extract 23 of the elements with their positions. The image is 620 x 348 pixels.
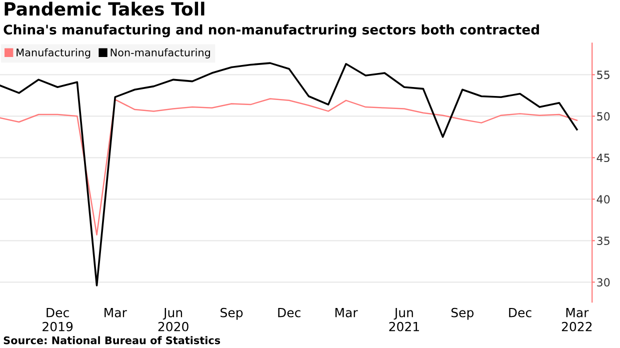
- x-tick-label: Mar 2022: [562, 308, 592, 332]
- y-tick-label: 30: [597, 278, 610, 287]
- x-tick-label: Dec: [278, 308, 300, 318]
- x-tick-label: Mar: [104, 308, 127, 318]
- legend-label: Non-manufacturing: [110, 48, 210, 58]
- x-tick-label: Jun 2021: [389, 308, 419, 332]
- x-tick-label: Sep: [220, 308, 243, 320]
- x-tick-label: Sep: [451, 308, 474, 320]
- chart-title: Pandemic Takes Toll: [4, 2, 204, 16]
- x-tick-label: Jun 2020: [158, 308, 188, 332]
- x-tick-label: Mar: [335, 308, 358, 318]
- line-series: [0, 98, 578, 236]
- y-tick-label: 35: [597, 236, 610, 246]
- source-note: Source: National Bureau of Statistics: [4, 336, 220, 344]
- chart-subtitle: China's manufacturing and non-manufactruring sectors both contracted: [4, 24, 539, 38]
- y-tick-label: 55: [597, 70, 610, 80]
- y-tick-label: 40: [596, 195, 610, 204]
- x-tick-label: Dec 2019: [42, 308, 73, 332]
- y-tick-label: 50: [597, 112, 610, 121]
- y-tick-label: 45: [596, 154, 610, 162]
- x-tick-label: Dec: [509, 308, 532, 318]
- line-series: [0, 62, 578, 286]
- legend-label: Manufacturing: [16, 48, 90, 58]
